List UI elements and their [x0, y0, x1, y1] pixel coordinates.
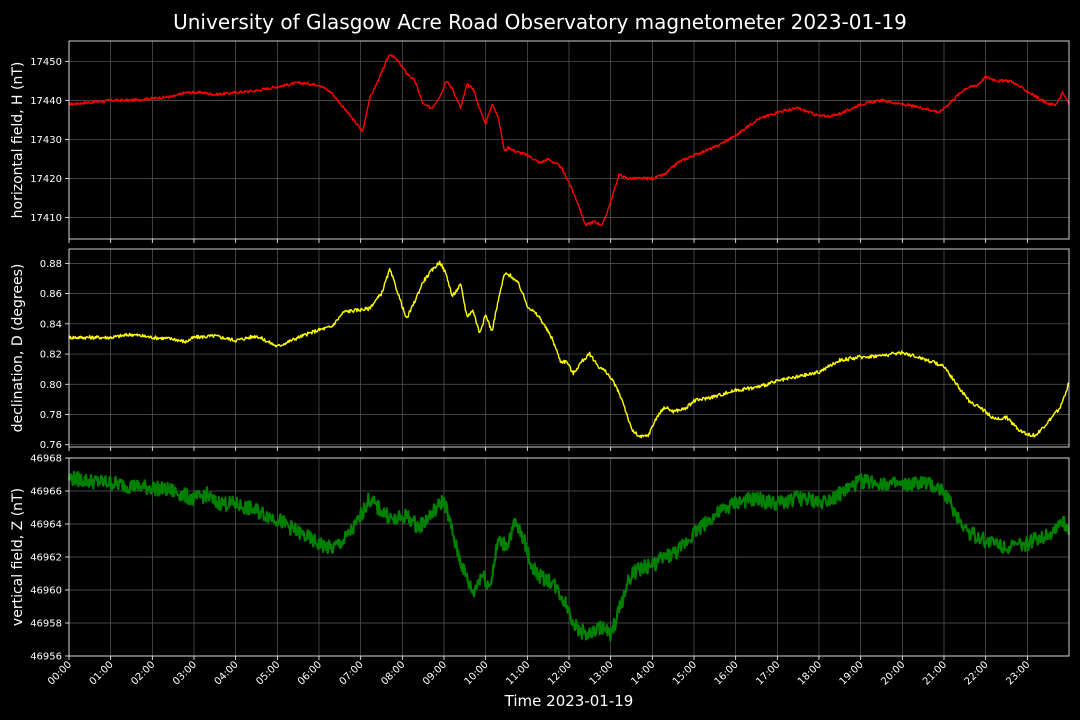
panels: 17410 17420 17430 17440 17450 horizontal fiel… — [10, 40, 1071, 663]
y-tick-label: 0.84 — [40, 319, 62, 330]
plot-frame — [68, 40, 1070, 240]
y-tick-label: 46962 — [30, 553, 62, 564]
y-axis-label: horizontal field, H (nT) — [10, 62, 26, 219]
y-axis-label: declination, D (degrees) — [10, 264, 26, 433]
y-tick-label: 17440 — [30, 96, 62, 107]
series-line-Z — [67, 470, 1071, 642]
series-line-H — [68, 54, 1070, 227]
chart-title: University of Glasgow Acre Road Observat… — [173, 10, 907, 34]
plot-frame — [68, 457, 1070, 657]
y-tick-label: 17430 — [30, 135, 62, 146]
y-tick-label: 17450 — [30, 57, 62, 68]
series-line-D — [68, 260, 1070, 439]
y-tick-label: 17420 — [30, 174, 62, 185]
panel-0: 17410 17420 17430 17440 17450 horizontal fiel… — [10, 40, 1070, 243]
y-tick-label: 0.86 — [40, 289, 62, 300]
y-tick-label: 17410 — [30, 213, 62, 224]
y-tick-label: 0.78 — [40, 410, 62, 421]
y-axis-label: vertical field, Z (nT) — [10, 488, 26, 626]
y-tick-label: 0.80 — [40, 380, 62, 391]
plot-frame — [68, 248, 1070, 448]
y-tick-label: 46966 — [30, 487, 62, 498]
y-tick-label: 46968 — [30, 454, 62, 465]
y-tick-label: 0.88 — [40, 259, 62, 270]
y-tick-label: 0.76 — [40, 440, 62, 451]
panel-2: 46956 46958 46960 46962 46964 46966 46968 verti… — [10, 454, 1071, 663]
x-axis-label: Time 2023-01-19 — [504, 692, 634, 710]
y-tick-label: 46956 — [30, 652, 62, 663]
y-tick-label: 46958 — [30, 619, 62, 630]
y-tick-label: 46964 — [30, 520, 62, 531]
y-tick-label: 46960 — [30, 586, 62, 597]
panel-1: 0.76 0.78 0.80 0.82 0.84 0.86 0.88 declination,… — [10, 248, 1070, 451]
y-tick-label: 0.82 — [40, 350, 62, 361]
